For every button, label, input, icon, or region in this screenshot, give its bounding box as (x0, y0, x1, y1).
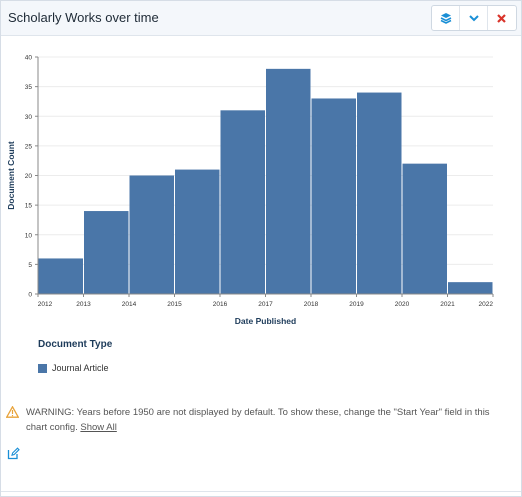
warning-text: WARNING: Years before 1950 are not displ… (26, 407, 490, 433)
close-icon (497, 13, 507, 23)
x-tick-label: 2020 (395, 301, 410, 308)
legend-item-journal-article[interactable]: Journal Article (38, 363, 109, 373)
panel-header: Scholarly Works over time (1, 1, 521, 36)
bar (220, 110, 265, 294)
bar (402, 163, 447, 294)
bar (448, 282, 493, 294)
x-tick-label: 2017 (258, 301, 273, 308)
warning-text-container: WARNING: Years before 1950 are not displ… (6, 405, 506, 435)
x-tick-label: 2022 (479, 301, 494, 308)
y-tick-label: 10 (25, 232, 33, 239)
bar (357, 92, 402, 294)
x-tick-label: 2013 (76, 301, 91, 308)
warning-icon (6, 406, 19, 418)
y-tick-label: 25 (25, 143, 33, 150)
chart-svg: 0 5 10 15 20 25 30 35 40 2012 2013 2014 2015 2016 2017… (6, 55, 494, 326)
warning-message: WARNING: Years before 1950 are not displ… (6, 405, 506, 435)
panel-title: Scholarly Works over time (8, 10, 159, 25)
y-tick-label: 30 (25, 114, 33, 121)
show-all-link[interactable]: Show All (80, 422, 117, 433)
x-axis-label: Date Published (235, 316, 296, 326)
x-tick-label: 2021 (440, 301, 455, 308)
legend-item-label: Journal Article (52, 363, 109, 373)
histogram-chart: 0 5 10 15 20 25 30 35 40 2012 2013 2014 2015 2016 2017… (1, 37, 521, 337)
legend-title: Document Type (38, 339, 113, 350)
bar (38, 258, 83, 294)
bar (311, 98, 356, 294)
x-tick-label: 2015 (167, 301, 182, 308)
footer-divider (1, 491, 521, 492)
y-tick-label: 35 (25, 84, 33, 91)
y-tick-label: 0 (28, 292, 32, 299)
layers-button[interactable] (432, 6, 460, 30)
collapse-button[interactable] (460, 6, 488, 30)
chevron-down-icon (468, 15, 479, 22)
legend-swatch (38, 363, 47, 373)
x-tick-label: 2016 (213, 301, 228, 308)
x-tick-label: 2019 (349, 301, 364, 308)
y-axis-label: Document Count (6, 141, 16, 210)
layers-icon (440, 13, 451, 24)
edit-icon[interactable] (7, 447, 20, 460)
y-tick-label: 15 (25, 203, 33, 210)
y-tick-label: 5 (28, 262, 32, 269)
bar (175, 169, 220, 294)
bar (129, 175, 174, 294)
x-tick-label: 2018 (304, 301, 319, 308)
close-button[interactable] (488, 6, 516, 30)
x-tick-label: 2012 (38, 301, 53, 308)
bar (84, 211, 129, 294)
y-tick-label: 40 (25, 55, 33, 62)
bar (266, 68, 311, 294)
x-tick-label: 2014 (122, 301, 137, 308)
y-tick-label: 20 (25, 173, 33, 180)
header-button-group (431, 5, 517, 31)
